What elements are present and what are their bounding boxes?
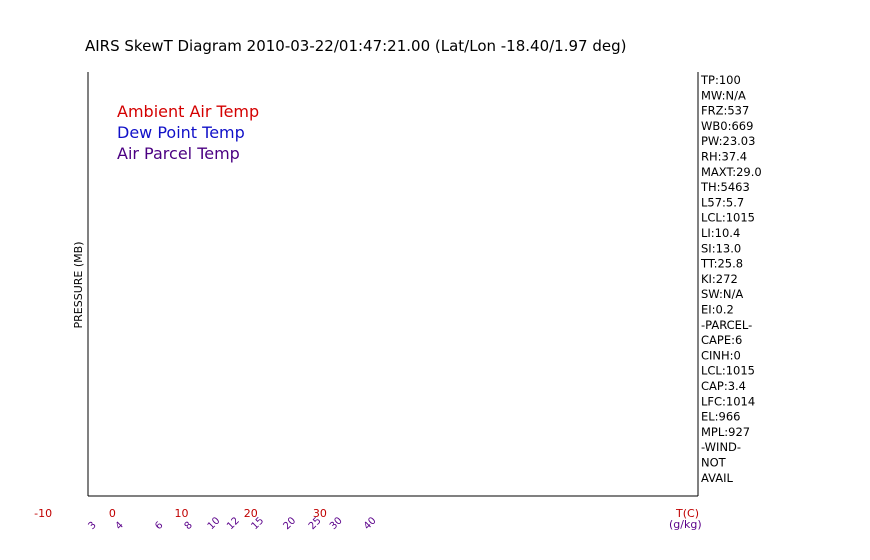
index-label: -PARCEL-: [701, 318, 752, 332]
index-label: TT:25.8: [700, 257, 743, 271]
mixing-ratio-tick-label: 6: [153, 520, 165, 532]
index-label: CINH:0: [701, 348, 741, 362]
index-label: AVAIL: [701, 471, 734, 485]
index-label: LCL:1015: [701, 364, 755, 378]
index-label: LCL:1015: [701, 211, 755, 225]
legend: Ambient Air Temp Dew Point Temp Air Parcel…: [117, 102, 259, 163]
index-label: TP:100: [700, 73, 741, 87]
index-label: CAPE:6: [701, 333, 742, 347]
index-label: FRZ:537: [701, 104, 749, 118]
index-label: MPL:927: [701, 425, 750, 439]
mixing-ratio-tick-label: 12: [225, 515, 242, 532]
bottom-temperature-tick-label: 30: [313, 507, 327, 520]
legend-entry: Dew Point Temp: [117, 123, 245, 142]
index-label: MW:N/A: [701, 88, 746, 102]
mixing-ratio-tick-label: 3: [86, 520, 98, 532]
bottom-temperature-tick-label: -10: [34, 507, 52, 520]
bottom-temperature-tick-label: 20: [244, 507, 258, 520]
mixing-ratio-tick-label: 10: [206, 515, 223, 532]
index-label: SW:N/A: [701, 287, 743, 301]
mixing-ratio-tick-label: 30: [328, 515, 345, 532]
index-label: RH:37.4: [701, 150, 747, 164]
mixing-ratio-ticks: 3 4 6 8 10 12 15 20 25 30 40: [86, 515, 378, 532]
mixing-ratio-tick-label: 4: [114, 520, 126, 532]
legend-entry: Air Parcel Temp: [117, 144, 240, 163]
isobars: [87, 72, 699, 497]
index-label: LI:10.4: [701, 226, 740, 240]
index-label: EL:966: [701, 410, 741, 424]
mixing-ratio-tick-label: 40: [362, 515, 379, 532]
index-label: WB0:669: [701, 119, 753, 133]
index-label: MAXT:29.0: [701, 165, 762, 179]
legend-entry: Ambient Air Temp: [117, 102, 259, 121]
bottom-temperature-tick-label: 0: [109, 507, 116, 520]
index-label: SI:13.0: [701, 241, 741, 255]
bottom-t-unit: T(C): [675, 507, 699, 520]
mixing-ratio-unit: (g/kg): [669, 518, 702, 531]
index-label: EI:0.2: [701, 303, 734, 317]
index-label: LFC:1014: [701, 394, 755, 408]
chart-title: AIRS SkewT Diagram 2010-03-22/01:47:21.0…: [85, 37, 626, 55]
y-axis-label: PRESSURE (MB): [72, 242, 85, 329]
mixing-ratio-tick-label: 20: [281, 515, 298, 532]
index-label: KI:272: [701, 272, 738, 286]
index-label: -WIND-: [701, 440, 741, 454]
bottom-temperature-tick-label: 10: [175, 507, 189, 520]
index-label: PW:23.03: [701, 134, 755, 148]
mixing-ratio-tick-label: 8: [183, 520, 195, 532]
index-label: CAP:3.4: [701, 379, 746, 393]
index-label: L57:5.7: [701, 195, 744, 209]
index-label: NOT: [701, 456, 727, 470]
index-label: TH:5463: [700, 180, 750, 194]
